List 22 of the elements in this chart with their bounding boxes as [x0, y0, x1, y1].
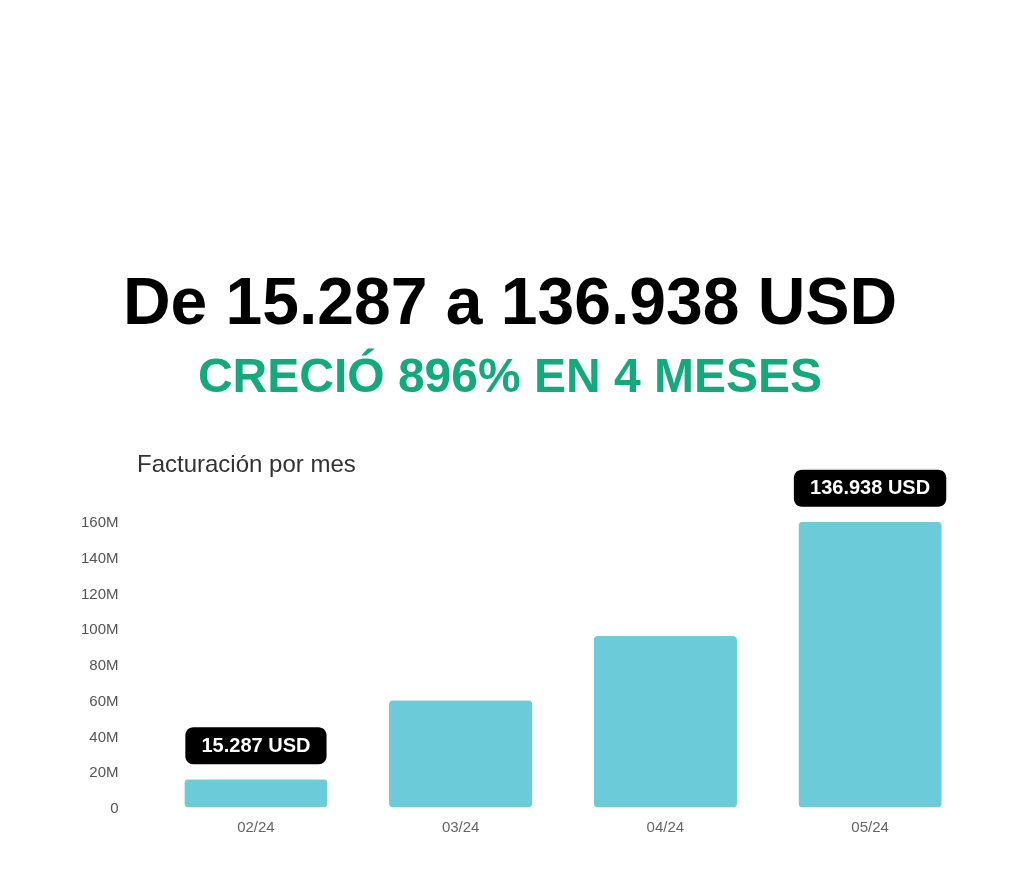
y-tick-label: 40M [89, 727, 119, 745]
bar [798, 521, 942, 808]
annotation: 136.938 USD [810, 476, 931, 499]
y-tick-label: 0 [110, 799, 119, 816]
text: Facturación por mes [137, 450, 356, 477]
x-tick-label: 04/24 [646, 818, 685, 835]
chart-subtitle: CRECIÓ 896% EN 4 MESES [197, 348, 823, 403]
y-tick-label: 160M [80, 513, 119, 531]
annotation: 15.287 USD [201, 733, 311, 756]
y-tick-label: 60M [89, 691, 119, 709]
y-tick-label: 120M [80, 584, 119, 602]
x-tick-label: 05/24 [851, 818, 889, 835]
y-tick-label: 20M [89, 763, 119, 781]
x-tick-label: 03/24 [441, 818, 480, 835]
x-tick-label: 02/24 [237, 818, 275, 835]
y-tick-label: 100M [80, 620, 119, 638]
y-tick-label: 140M [80, 548, 119, 566]
bar [389, 700, 533, 808]
bar [593, 636, 737, 808]
bar [184, 779, 328, 808]
y-tick-label: 80M [89, 656, 119, 674]
chart-title: De 15.287 a 136.938 USD [122, 264, 898, 339]
